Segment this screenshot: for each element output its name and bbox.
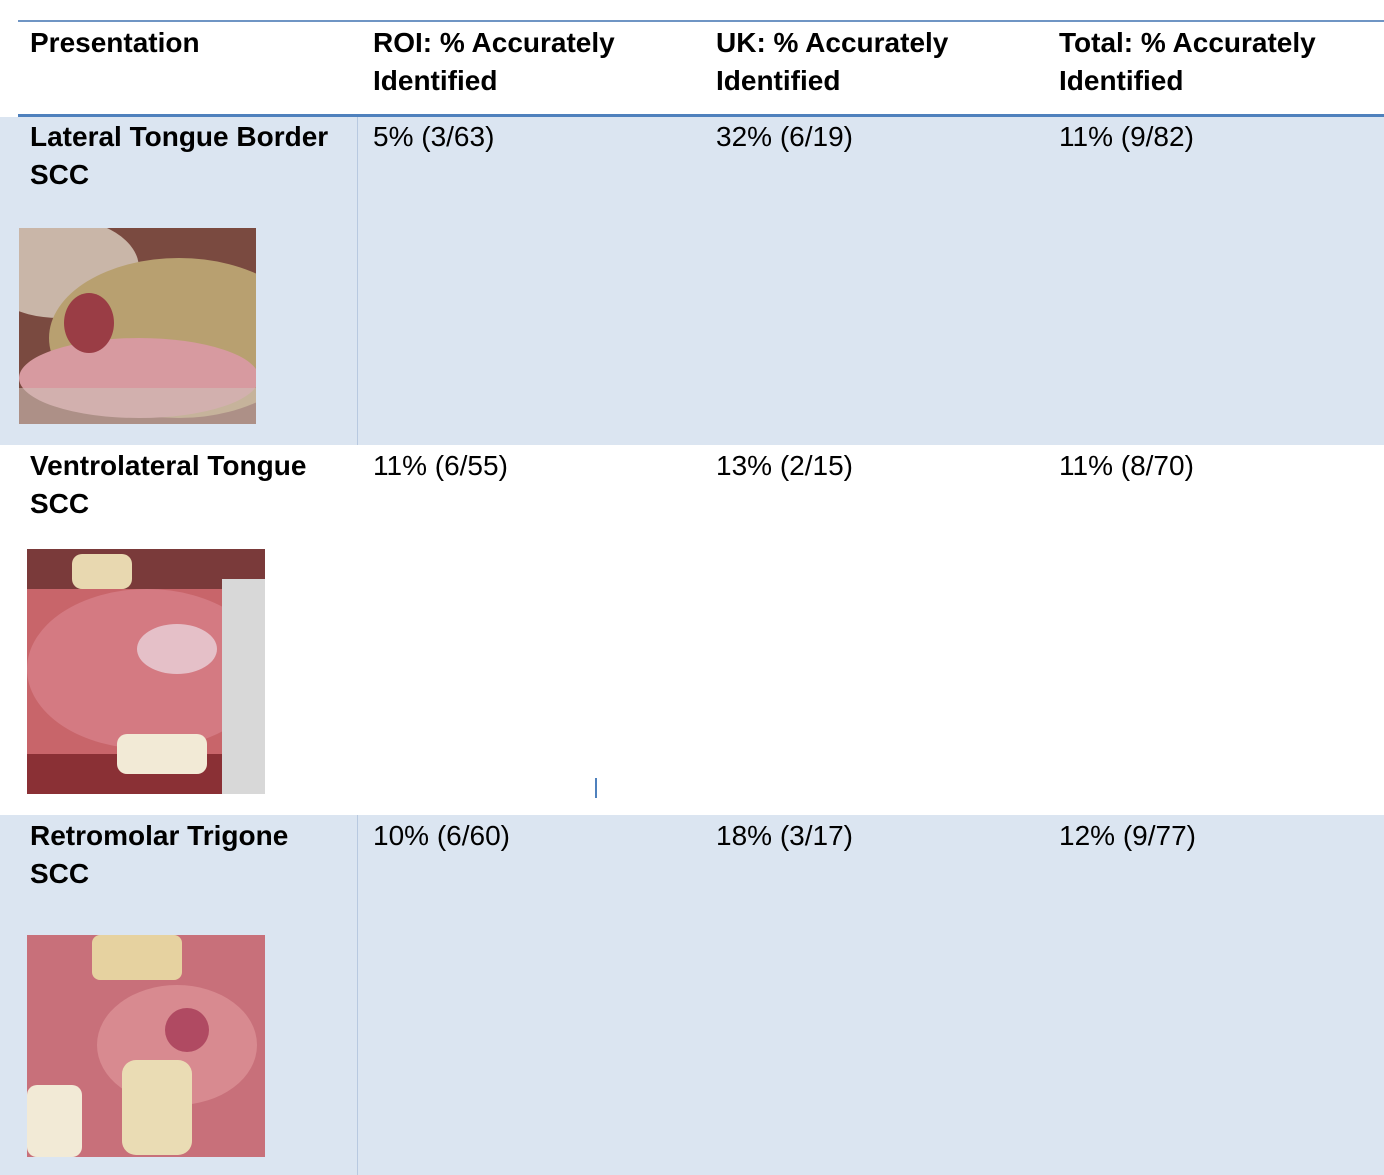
header-rule (18, 114, 1384, 117)
value-cell: 32% (6/19) (716, 121, 853, 152)
value-cell: 10% (6/60) (373, 820, 510, 851)
clinical-photo (27, 549, 265, 794)
clinical-photo (27, 935, 265, 1157)
value-cell: 5% (3/63) (373, 121, 495, 152)
value-cell: 18% (3/17) (716, 820, 853, 851)
value-cell: 11% (6/55) (373, 450, 508, 481)
header-cell: Presentation (30, 27, 200, 58)
header-cell: Total: % Accurately Identified (1059, 27, 1316, 96)
header-cell: UK: % Accurately Identified (716, 27, 949, 96)
value-cell: 12% (9/77) (1059, 820, 1196, 851)
column-rule (357, 815, 358, 1175)
column-rule (357, 117, 358, 445)
top-rule (18, 20, 1384, 22)
presentation-cell: Lateral Tongue Border SCC (30, 121, 329, 190)
text-cursor (595, 778, 597, 798)
value-cell: 11% (9/82) (1059, 121, 1194, 152)
presentation-cell: Retromolar Trigone SCC (30, 820, 289, 889)
clinical-photo (19, 228, 256, 424)
value-cell: 11% (8/70) (1059, 450, 1194, 481)
value-cell: 13% (2/15) (716, 450, 853, 481)
header-cell: ROI: % Accurately Identified (373, 27, 615, 96)
presentation-cell: Ventrolateral Tongue SCC (30, 450, 307, 519)
